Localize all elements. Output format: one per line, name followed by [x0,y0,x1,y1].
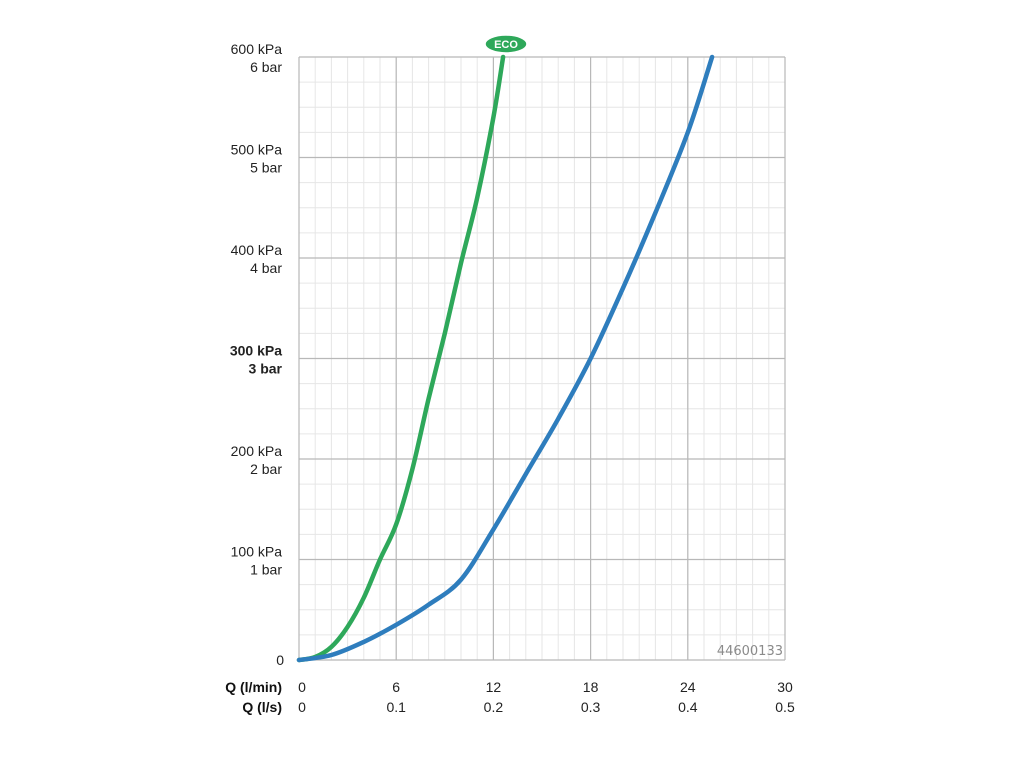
curves [296,54,715,663]
x-tick-label-lmin: 18 [583,679,599,695]
y-tick-label-bar: 6 bar [250,59,282,75]
x-tick-label-lmin: 12 [486,679,502,695]
x-tick-label-ls: 0.4 [678,699,698,715]
y-tick-label-kpa: 100 kPa [231,544,283,560]
x-tick-label-ls: 0.1 [386,699,406,715]
y-tick-label-kpa: 400 kPa [231,242,283,258]
x-tick-label-ls: 0.5 [775,699,795,715]
y-axis-ticks: 0 100 kPa 1 bar 200 kPa 2 bar 300 kPa 3 bar 400… [230,41,284,668]
x-axis-ticks: 0 6 12 18 24 30 0 0.1 0.2 0.3 0.4 0.5 [298,679,795,715]
x-tick-label-ls: 0 [298,699,306,715]
x-tick-label-lmin: 24 [680,679,696,695]
product-code: 44600133 [717,644,783,659]
eco-badge-shape [484,34,528,54]
y-tick-label-bar: 5 bar [250,160,282,176]
x-tick-label-lmin: 30 [777,679,793,695]
y-tick-label-kpa: 200 kPa [231,443,283,459]
eco-badge-label: ECO [494,39,518,51]
y-tick-label-kpa: 300 kPa [230,343,282,359]
eco-flow-curve [296,54,506,663]
y-tick-label-bar: 4 bar [250,260,282,276]
eco-badge: ECO [484,34,528,54]
x-tick-label-ls: 0.3 [581,699,601,715]
y-tick-label-bar: 3 bar [249,361,283,377]
x-axis-label-lmin: Q (l/min) [225,679,282,695]
standard-flow-curve [296,54,715,663]
y-tick-label-kpa: 500 kPa [231,142,283,158]
x-axis-label-ls: Q (l/s) [242,699,282,715]
x-tick-label-ls: 0.2 [484,699,504,715]
x-tick-label-lmin: 6 [392,679,400,695]
y-tick-label-bar: 2 bar [250,461,282,477]
x-tick-label-lmin: 0 [298,679,306,695]
y-tick-label-kpa: 0 [276,652,284,668]
major-grid [298,56,786,661]
y-tick-label-kpa: 600 kPa [231,41,283,57]
y-tick-label-bar: 1 bar [250,562,282,578]
